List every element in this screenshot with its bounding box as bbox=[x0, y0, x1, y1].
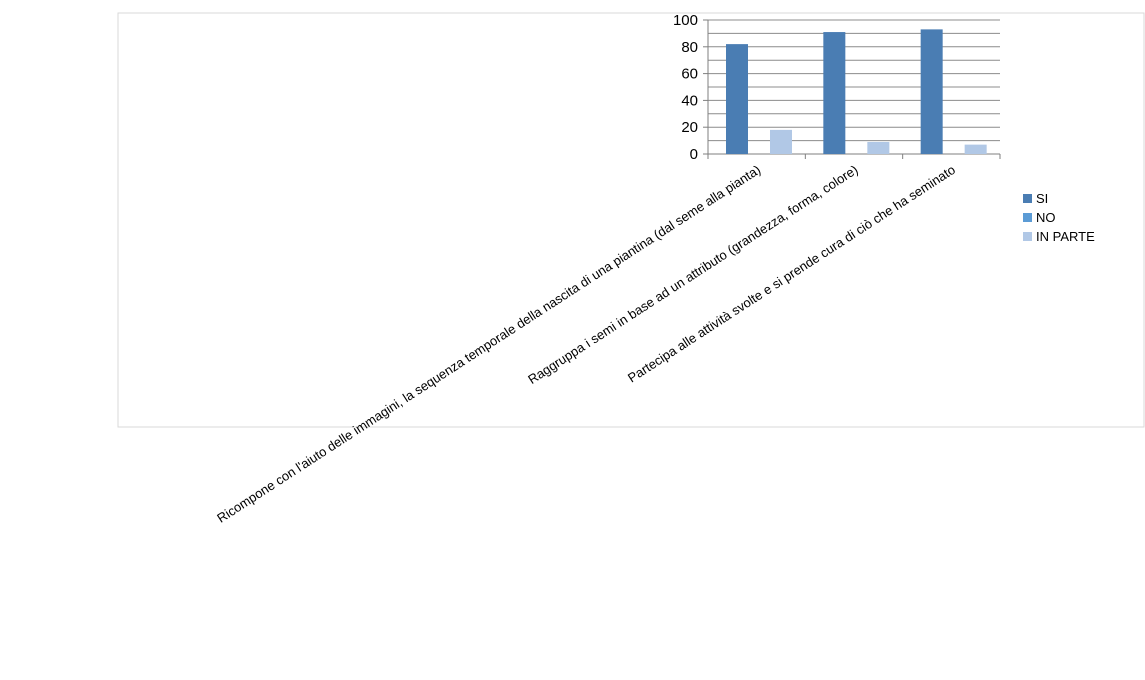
chart-frame bbox=[117, 12, 1145, 428]
legend-label: NO bbox=[1036, 210, 1056, 225]
bar-in-parte bbox=[964, 144, 987, 154]
y-tick-label: 60 bbox=[681, 66, 698, 83]
y-tick-label: 80 bbox=[681, 39, 698, 56]
y-tick-label: 100 bbox=[673, 12, 698, 29]
bar-si bbox=[726, 44, 748, 155]
bar-si bbox=[823, 32, 846, 155]
bar-si bbox=[920, 29, 943, 155]
y-tick-label: 0 bbox=[690, 146, 698, 163]
y-tick-label: 40 bbox=[681, 92, 698, 109]
bar-in-parte bbox=[770, 129, 792, 154]
legend-label: IN PARTE bbox=[1036, 229, 1095, 244]
legend: SI NO IN PARTE bbox=[1023, 191, 1095, 244]
axes bbox=[703, 19, 1001, 159]
legend-swatch bbox=[1023, 213, 1032, 222]
y-tick-label: 20 bbox=[681, 119, 698, 136]
legend-swatch bbox=[1023, 232, 1032, 241]
bars bbox=[726, 29, 987, 155]
gridlines bbox=[708, 19, 1000, 155]
bar-in-parte bbox=[867, 141, 890, 154]
legend-swatch bbox=[1023, 194, 1032, 203]
legend-label: SI bbox=[1036, 191, 1048, 206]
